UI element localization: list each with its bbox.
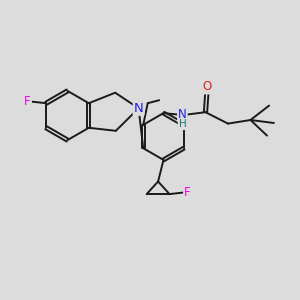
Text: O: O (202, 80, 211, 94)
Text: H: H (178, 119, 186, 129)
Text: N: N (178, 108, 187, 121)
Text: F: F (184, 186, 191, 199)
Text: F: F (24, 95, 31, 108)
Text: N: N (134, 102, 143, 115)
